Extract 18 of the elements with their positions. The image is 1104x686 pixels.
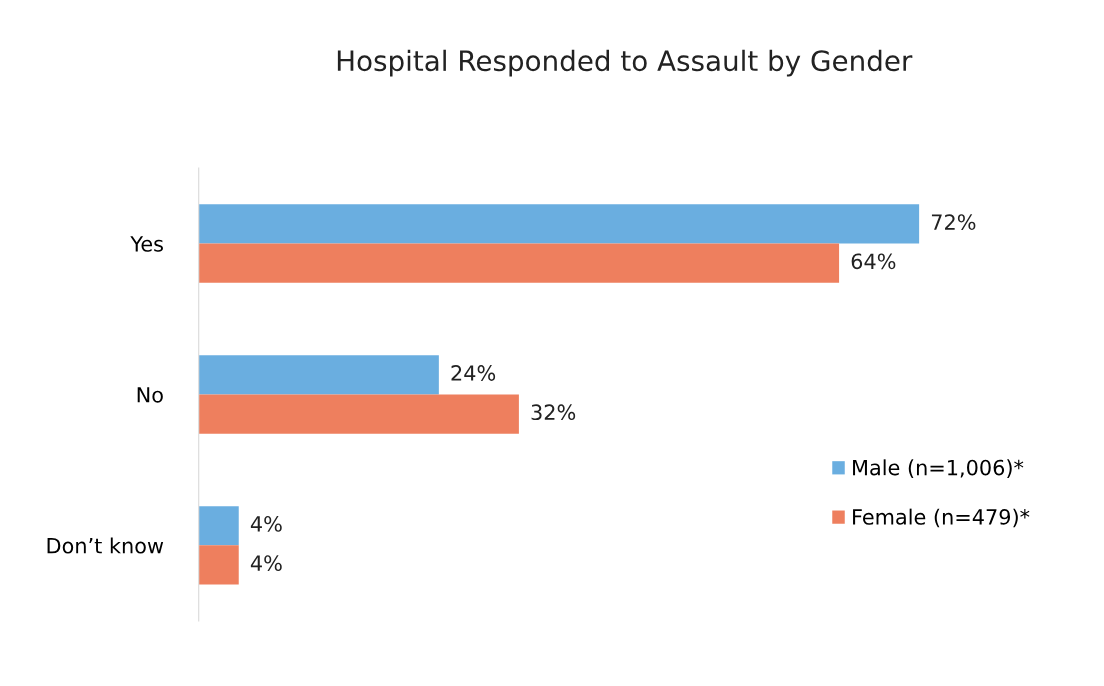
y-tick-label: Yes <box>130 236 163 252</box>
y-tick-label: No <box>137 387 163 403</box>
bar <box>198 394 519 434</box>
y-tick-label: Don’t know <box>47 537 164 554</box>
data-label: 24% <box>451 365 496 381</box>
bar <box>198 506 239 546</box>
data-label: 72% <box>931 214 976 230</box>
chart-title: Hospital Responded to Assault by Gender <box>337 49 913 77</box>
bar <box>198 355 439 395</box>
bar <box>198 243 840 283</box>
legend-label: Male (n=1,006)* <box>853 459 1024 478</box>
data-label: 4% <box>250 516 282 532</box>
bar <box>198 204 920 244</box>
legend-label: Female (n=479)* <box>853 508 1030 528</box>
data-label: 32% <box>531 404 576 421</box>
data-label: 4% <box>250 555 282 572</box>
data-label: 64% <box>851 253 896 270</box>
bar <box>198 545 239 585</box>
